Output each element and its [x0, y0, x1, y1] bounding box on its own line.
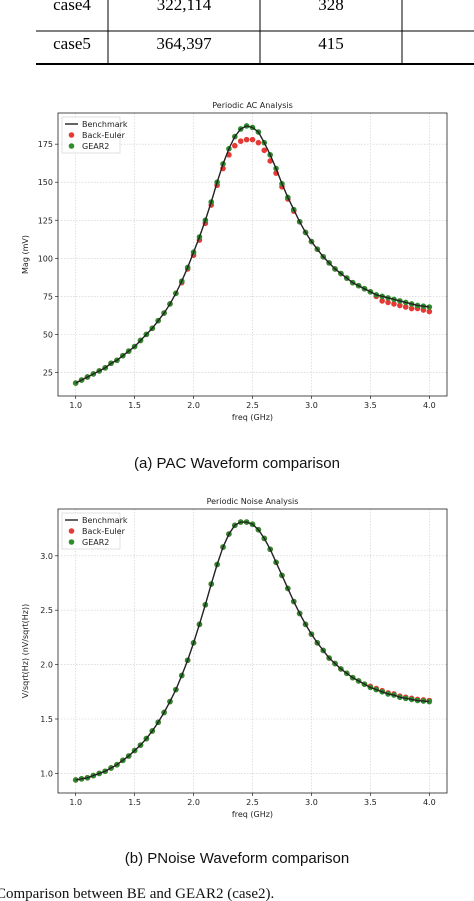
x-tick-label: 3.5 — [364, 798, 377, 807]
x-tick-label: 4.0 — [423, 401, 436, 410]
series-line — [75, 125, 430, 384]
y-tick-label: 50 — [43, 330, 53, 339]
x-tick-label: 4.0 — [423, 798, 436, 807]
y-tick-label: 125 — [38, 216, 53, 225]
data-point — [408, 305, 415, 312]
y-tick-label: 1.0 — [40, 769, 53, 778]
x-tick-label: 2.0 — [187, 798, 200, 807]
y-tick-label: 25 — [43, 368, 53, 377]
x-tick-label: 2.5 — [246, 401, 259, 410]
table-cell: 322,114 — [157, 0, 212, 14]
data-point — [402, 304, 409, 310]
data-point — [391, 301, 397, 307]
data-point — [237, 138, 244, 144]
legend-label: Benchmark — [82, 516, 128, 525]
data-point — [261, 147, 268, 154]
legend-marker — [68, 143, 75, 149]
data-point — [72, 380, 79, 386]
x-tick-label: 1.0 — [69, 798, 82, 807]
legend-label: GEAR2 — [82, 538, 109, 547]
data-point — [243, 136, 250, 143]
chart-title: Periodic Noise Analysis — [207, 497, 299, 506]
plot-frame — [57, 508, 448, 794]
figure-caption: Comparison between BE and GEAR2 (case2). — [0, 886, 274, 901]
legend-label: Benchmark — [82, 120, 128, 129]
data-point — [379, 298, 385, 304]
x-axis-label: freq (GHz) — [232, 810, 273, 819]
data-point — [72, 777, 79, 783]
table-cell: 415 — [318, 34, 344, 53]
caption: (a) PAC Waveform comparison — [134, 455, 340, 472]
y-tick-label: 2.5 — [40, 606, 53, 615]
legend-label: Back-Euler — [82, 131, 126, 140]
chart-title: Periodic AC Analysis — [212, 101, 293, 110]
y-tick-label: 2.0 — [40, 661, 53, 670]
x-tick-label: 3.0 — [305, 798, 318, 807]
legend-marker — [68, 132, 75, 138]
table-cell: 364,397 — [156, 34, 212, 53]
series-line — [75, 521, 430, 781]
y-tick-label: 1.5 — [40, 715, 53, 724]
x-tick-label: 3.5 — [364, 401, 377, 410]
x-tick-label: 1.0 — [69, 401, 82, 410]
y-tick-label: 100 — [38, 254, 53, 263]
legend-label: Back-Euler — [82, 527, 126, 536]
x-tick-label: 2.5 — [246, 798, 259, 807]
data-point — [249, 136, 256, 143]
caption: (b) PNoise Waveform comparison — [125, 850, 350, 867]
data-point — [255, 139, 262, 146]
table-cell: case4 — [53, 0, 91, 14]
table-cell: 328 — [318, 0, 344, 14]
y-tick-label: 75 — [43, 292, 53, 301]
legend-marker — [68, 528, 75, 534]
plot-frame — [57, 112, 448, 397]
x-axis-label: freq (GHz) — [232, 413, 273, 422]
x-tick-label: 1.5 — [128, 798, 141, 807]
y-axis-label: Mag (mV) — [21, 235, 30, 274]
y-axis-label: V/sqrt(Hz) (nV/sqrt(Hz)) — [21, 604, 30, 698]
y-tick-label: 150 — [38, 178, 53, 187]
legend-marker — [68, 539, 75, 545]
table-cell: case5 — [53, 34, 91, 53]
y-tick-label: 3.0 — [40, 552, 53, 561]
data-point — [385, 299, 391, 306]
legend-label: GEAR2 — [82, 142, 109, 151]
x-tick-label: 2.0 — [187, 401, 200, 410]
x-tick-label: 1.5 — [128, 401, 141, 410]
data-point — [397, 302, 403, 309]
data-point — [232, 142, 238, 149]
x-tick-label: 3.0 — [305, 401, 318, 410]
data-point — [426, 308, 433, 315]
y-tick-label: 175 — [38, 140, 53, 149]
